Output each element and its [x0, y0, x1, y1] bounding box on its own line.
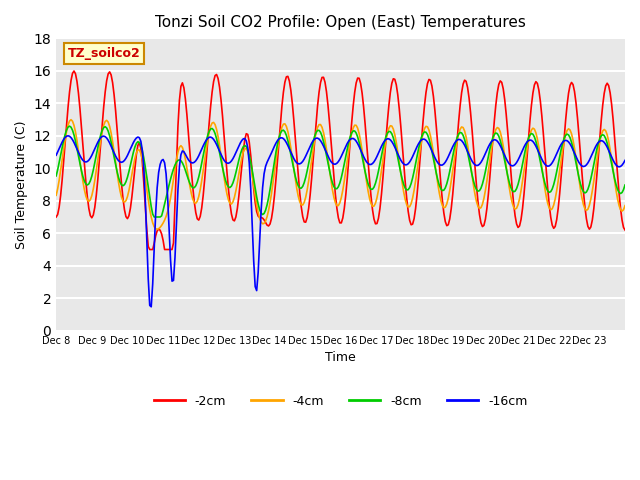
-2cm — [91, 204, 99, 210]
-4cm — [67, 117, 75, 122]
-16cm — [620, 160, 627, 166]
-4cm — [91, 178, 99, 183]
-4cm — [73, 138, 81, 144]
-4cm — [154, 227, 161, 232]
-4cm — [621, 203, 629, 209]
-2cm — [461, 77, 468, 83]
-16cm — [348, 136, 356, 142]
-4cm — [348, 130, 356, 136]
Text: TZ_soilco2: TZ_soilco2 — [68, 47, 140, 60]
-2cm — [348, 120, 356, 125]
Line: -2cm: -2cm — [56, 71, 625, 250]
-8cm — [52, 173, 60, 179]
Line: -16cm: -16cm — [56, 136, 625, 307]
-16cm — [91, 146, 99, 152]
-8cm — [150, 214, 158, 220]
-8cm — [620, 187, 627, 192]
-2cm — [52, 214, 60, 220]
-8cm — [621, 182, 629, 188]
-8cm — [73, 145, 81, 151]
-8cm — [545, 190, 553, 195]
-8cm — [461, 137, 468, 143]
-4cm — [461, 128, 468, 134]
Y-axis label: Soil Temperature (C): Soil Temperature (C) — [15, 120, 28, 249]
-2cm — [146, 247, 154, 252]
Line: -4cm: -4cm — [56, 120, 625, 229]
-16cm — [147, 304, 155, 310]
X-axis label: Time: Time — [325, 351, 356, 364]
-4cm — [52, 192, 60, 198]
Legend: -2cm, -4cm, -8cm, -16cm: -2cm, -4cm, -8cm, -16cm — [148, 390, 532, 413]
-2cm — [545, 202, 553, 208]
-8cm — [348, 130, 356, 136]
-16cm — [73, 146, 81, 152]
-16cm — [545, 163, 553, 169]
-8cm — [66, 123, 74, 129]
-16cm — [64, 133, 72, 139]
-2cm — [621, 227, 629, 233]
-16cm — [621, 157, 629, 163]
-8cm — [91, 160, 99, 166]
-16cm — [52, 152, 60, 158]
-16cm — [461, 142, 468, 148]
-2cm — [70, 68, 78, 74]
Title: Tonzi Soil CO2 Profile: Open (East) Temperatures: Tonzi Soil CO2 Profile: Open (East) Temp… — [155, 15, 526, 30]
-2cm — [620, 225, 627, 230]
-2cm — [73, 78, 81, 84]
Line: -8cm: -8cm — [56, 126, 625, 217]
-4cm — [545, 205, 553, 211]
-4cm — [620, 207, 627, 213]
